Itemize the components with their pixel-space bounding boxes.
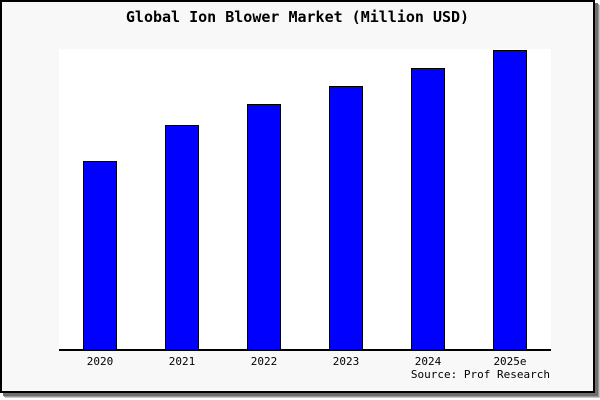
bar-2023 (329, 86, 363, 350)
bar-2024 (411, 68, 445, 350)
x-tick-label-2024: 2024 (414, 355, 442, 368)
x-tick-label-2023: 2023 (332, 355, 360, 368)
x-tick-label-2020: 2020 (86, 355, 114, 368)
chart-title: Global Ion Blower Market (Million USD) (125, 8, 470, 26)
bar-2022 (247, 104, 281, 350)
chart-window: Global Ion Blower Market (Million USD) 2… (0, 0, 595, 393)
x-tick-label-2022: 2022 (250, 355, 278, 368)
plot-area (59, 49, 551, 351)
x-axis-labels: 2020 2021 2022 2023 2024 2025e (59, 355, 551, 368)
x-axis-line (59, 349, 551, 351)
x-tick-label-2021: 2021 (168, 355, 196, 368)
bar-2020 (83, 161, 117, 350)
bar-2021 (165, 125, 199, 350)
bar-2025e (493, 50, 527, 350)
source-credit: Source: Prof Research (410, 368, 550, 381)
x-tick-label-2025e: 2025e (493, 355, 527, 368)
